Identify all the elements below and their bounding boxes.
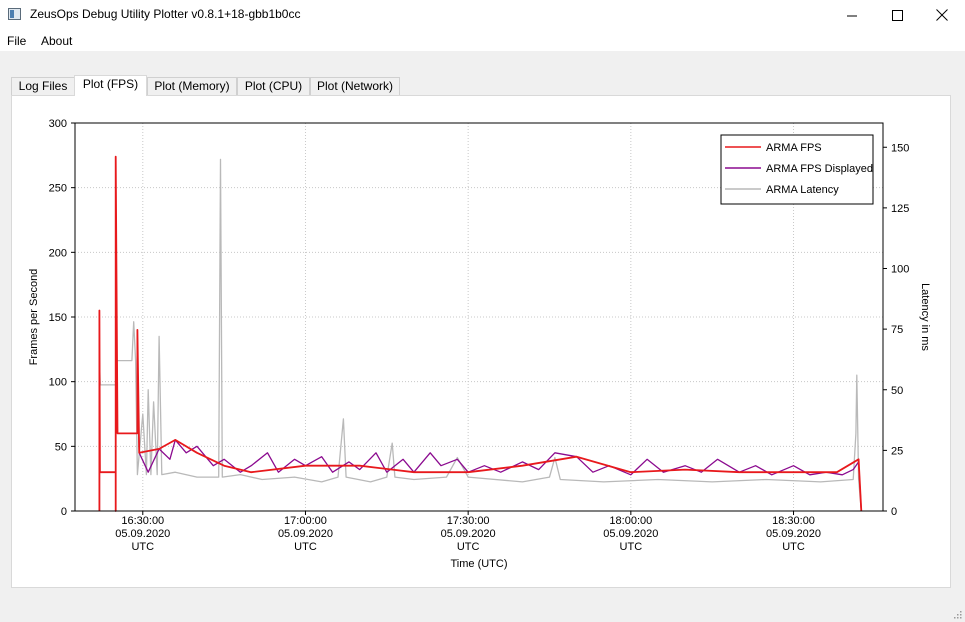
x-tick-label: 16:30:00 — [121, 515, 164, 527]
legend: ARMA FPS ARMA FPS Displayed ARMA Latency — [720, 134, 874, 205]
tab-plot-cpu[interactable]: Plot (CPU) — [237, 77, 310, 95]
right-tick-label: 100 — [891, 264, 909, 276]
close-button[interactable] — [919, 0, 965, 30]
y-axis-left-label: Frames per Second — [28, 269, 40, 366]
y-axis-right-label: Latency in ms — [919, 283, 931, 351]
left-tick-label: 300 — [49, 118, 67, 130]
x-tick-label: 05.09.2020 — [441, 528, 496, 540]
right-tick-label: 25 — [891, 445, 903, 457]
right-tick-label: 125 — [891, 203, 909, 215]
minimize-icon — [846, 15, 857, 16]
left-tick-label: 50 — [55, 441, 67, 453]
left-axis: 0 50 100 150 200 250 300 — [49, 118, 75, 518]
x-tick-label: UTC — [457, 541, 480, 553]
x-tick-label: 18:00:00 — [609, 515, 652, 527]
right-tick-label: 150 — [891, 142, 909, 154]
right-axis: 0 25 50 75 100 125 150 — [883, 142, 909, 518]
right-tick-label: 50 — [891, 385, 903, 397]
x-axis-label: Time (UTC) — [450, 558, 507, 570]
x-tick-label: 17:30:00 — [447, 515, 490, 527]
x-tick-label: UTC — [131, 541, 154, 553]
x-tick-label: 05.09.2020 — [766, 528, 821, 540]
series-line-arma-fps — [98, 155, 863, 512]
maximize-icon — [891, 9, 903, 21]
left-tick-label: 150 — [49, 312, 67, 324]
left-tick-label: 250 — [49, 183, 67, 195]
legend-label-arma-fps: ARMA FPS — [766, 142, 822, 154]
menu-file[interactable]: File — [7, 34, 27, 48]
legend-label-arma-fps-displayed: ARMA FPS Displayed — [766, 163, 873, 175]
title-bar: ZeusOps Debug Utility Plotter v0.8.1+18-… — [0, 0, 965, 30]
menu-bar: File About — [0, 30, 965, 51]
x-tick-label: 18:30:00 — [772, 515, 815, 527]
window-title: ZeusOps Debug Utility Plotter v0.8.1+18-… — [30, 7, 301, 21]
menu-about[interactable]: About — [41, 34, 73, 48]
series-line-arma-fps-displayed — [98, 357, 862, 512]
maximize-button[interactable] — [874, 0, 920, 30]
x-tick-label: 05.09.2020 — [278, 528, 333, 540]
x-tick-label: UTC — [620, 541, 643, 553]
left-tick-label: 100 — [49, 377, 67, 389]
left-tick-label: 200 — [49, 247, 67, 259]
x-tick-label: 05.09.2020 — [603, 528, 658, 540]
series-line-arma-latency — [98, 158, 862, 512]
fps-chart[interactable]: 0 50 100 150 200 250 300 0 25 50 75 100 125 150 16:3… — [12, 96, 950, 587]
tab-plot-network[interactable]: Plot (Network) — [310, 77, 400, 95]
tab-plot-fps[interactable]: Plot (FPS) — [74, 75, 147, 96]
close-icon — [936, 9, 948, 21]
right-tick-label: 75 — [891, 324, 903, 336]
fps-plot-panel: 0 50 100 150 200 250 300 0 25 50 75 100 125 150 16:3… — [11, 95, 951, 588]
x-tick-label: UTC — [294, 541, 317, 553]
chart-series — [98, 155, 863, 512]
right-tick-label: 0 — [891, 506, 897, 518]
minimize-button[interactable] — [829, 0, 875, 30]
x-axis: 16:30:0005.09.2020UTC17:00:0005.09.2020U… — [115, 511, 821, 553]
legend-label-arma-latency: ARMA Latency — [766, 184, 839, 196]
tab-log-files[interactable]: Log Files — [11, 77, 75, 95]
resize-grip-icon[interactable] — [952, 609, 962, 619]
x-tick-label: 05.09.2020 — [115, 528, 170, 540]
left-tick-label: 0 — [61, 506, 67, 518]
tab-plot-memory[interactable]: Plot (Memory) — [147, 77, 237, 95]
x-tick-label: UTC — [782, 541, 805, 553]
app-icon — [8, 8, 21, 20]
x-tick-label: 17:00:00 — [284, 515, 327, 527]
